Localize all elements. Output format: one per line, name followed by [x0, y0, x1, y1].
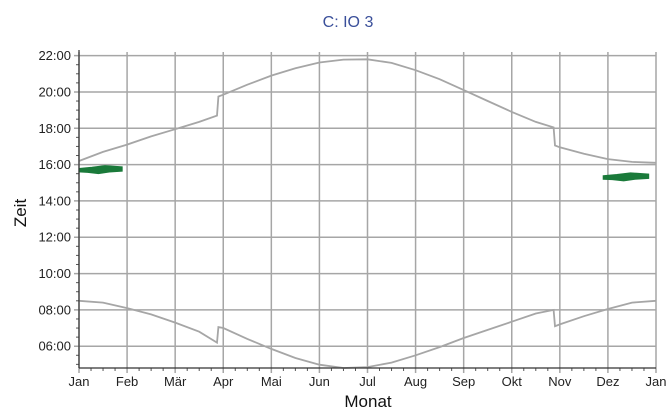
x-tick-label: Jan [69, 374, 90, 389]
x-tick-label: Apr [213, 374, 234, 389]
x-tick-label: Jul [359, 374, 376, 389]
x-tick-labels: Jan Feb Mär Apr Mai Jun Jul Aug Sep Okt Nov Dez Jan [69, 374, 667, 389]
y-tick-labels: 06:00 08:00 10:00 12:00 14:00 16:00 18:00 20:00… [38, 48, 71, 354]
y-tick-label: 14:00 [38, 193, 71, 208]
series-lines [78, 58, 657, 369]
x-axis-label: Monat [344, 392, 392, 411]
x-tick-label: Sep [452, 374, 475, 389]
x-tick-label: Feb [116, 374, 138, 389]
x-tick-label: Okt [502, 374, 523, 389]
y-tick-label: 18:00 [38, 121, 71, 136]
y-tick-label: 20:00 [38, 84, 71, 99]
chart-title: C: IO 3 [323, 14, 374, 31]
x-tick-label: Mär [164, 374, 187, 389]
sunset-line [78, 58, 657, 164]
x-tick-label: Aug [404, 374, 427, 389]
x-tick-label: Mai [261, 374, 282, 389]
shadow-events [78, 165, 650, 182]
x-tick-label: Jan [646, 374, 667, 389]
x-tick-label: Dez [596, 374, 619, 389]
x-tick-label: Jun [309, 374, 330, 389]
y-tick-label: 10:00 [38, 266, 71, 281]
y-tick-label: 08:00 [38, 302, 71, 317]
y-axis-label: Zeit [11, 199, 30, 228]
grid-lines [74, 52, 657, 373]
y-tick-label: 22:00 [38, 48, 71, 63]
y-tick-label: 12:00 [38, 230, 71, 245]
shadow-event-blob [602, 172, 650, 182]
y-tick-label: 06:00 [38, 339, 71, 354]
sunrise-line [78, 299, 657, 369]
x-tick-label: Nov [548, 374, 572, 389]
axes [78, 50, 656, 369]
shadow-event-blob [78, 165, 123, 175]
y-tick-label: 16:00 [38, 157, 71, 172]
